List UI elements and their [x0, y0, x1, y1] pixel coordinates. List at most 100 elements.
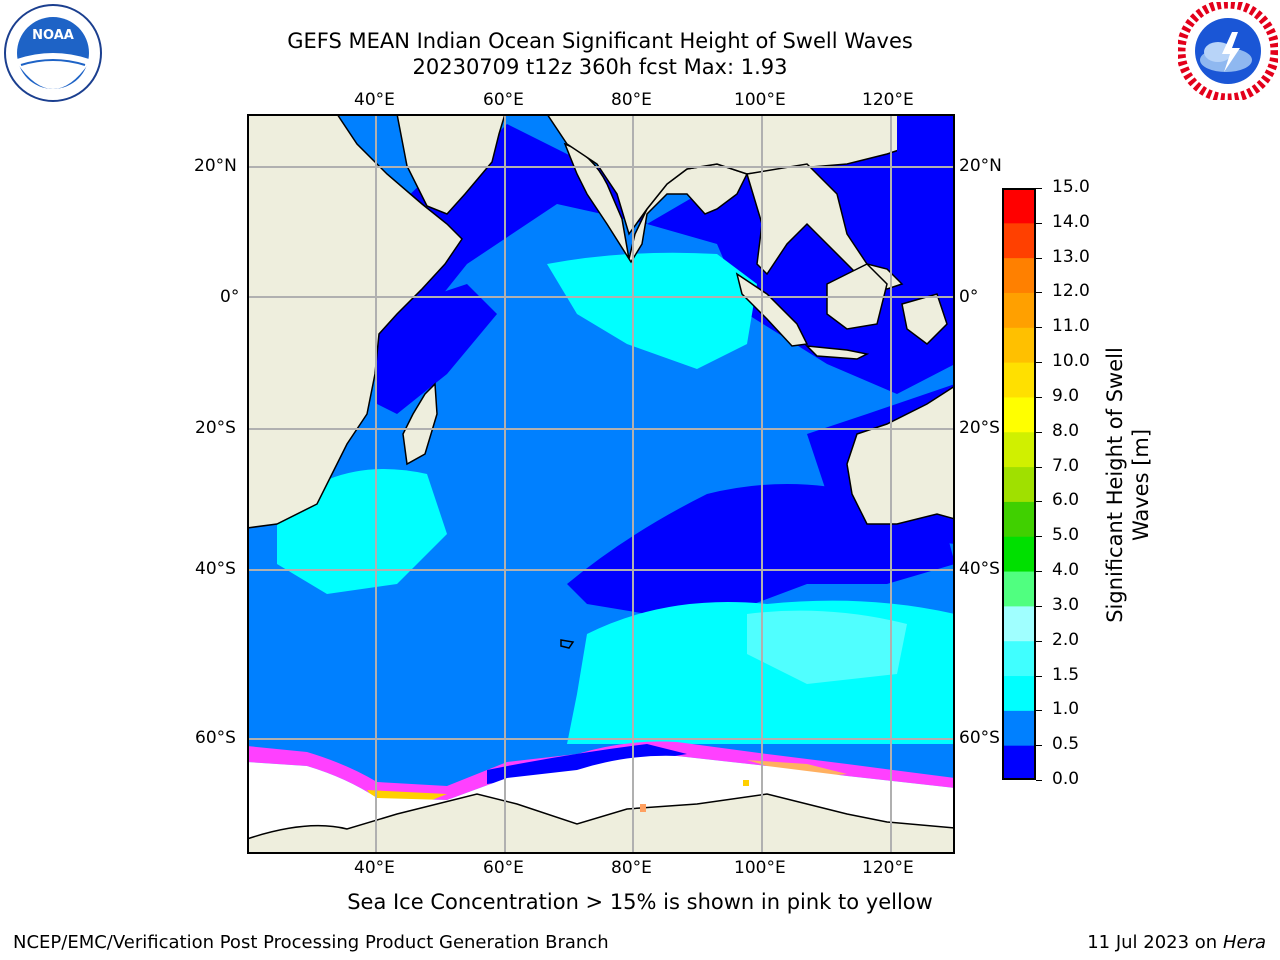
colorbar-tick-mark: [1036, 222, 1042, 224]
java-land: [804, 345, 870, 360]
colorbar-tick-label: 8.0: [1052, 420, 1080, 441]
colorbar-tick-mark: [1036, 745, 1042, 747]
lon-label-bottom-80e: 80°E: [611, 858, 652, 878]
lon-label-top-120e: 120°E: [862, 90, 914, 110]
title-line-1: GEFS MEAN Indian Ocean Significant Heigh…: [287, 29, 913, 53]
colorbar-tick-mark: [1036, 780, 1042, 781]
svg-text:NOAA: NOAA: [32, 28, 74, 43]
colorbar-tick-label: 11.0: [1052, 316, 1090, 337]
colorbar-swatch: [1002, 188, 1036, 224]
map-canvas: [247, 114, 955, 854]
colorbar-tick-mark: [1036, 501, 1042, 503]
colorbar-tick-label: 4.0: [1052, 560, 1080, 581]
colorbar-swatch: [1002, 257, 1036, 293]
lon-label-top-80e: 80°E: [611, 90, 652, 110]
colorbar-swatches: [1002, 188, 1036, 781]
colorbar-tick-label: 2.0: [1052, 629, 1080, 650]
swell-low-east-coast: [377, 284, 497, 414]
graticule: [247, 114, 955, 854]
footer-date: 11 Jul 2023 on Hera: [1087, 932, 1266, 953]
colorbar-swatch: [1002, 710, 1036, 746]
lat-label-right-20s: 20°S: [959, 418, 1000, 438]
colorbar-tick-mark: [1036, 536, 1042, 538]
colorbar-tick-label: 0.5: [1052, 734, 1080, 755]
africa-land: [247, 114, 463, 529]
sea-ice-band: [247, 741, 955, 800]
lat-label-right-40s: 40°S: [959, 559, 1000, 579]
colorbar-swatch: [1002, 501, 1036, 537]
antarctica-land: [247, 793, 955, 854]
swell-high-equator: [547, 252, 757, 369]
colorbar-label-line-1: Significant Height of Swell: [1103, 347, 1127, 623]
colorbar-swatch: [1002, 466, 1036, 502]
colorbar-tick-mark: [1036, 327, 1042, 329]
colorbar-tick-label: 13.0: [1052, 246, 1090, 267]
lat-label-left-60s: 60°S: [195, 728, 236, 748]
colorbar-tick-mark: [1036, 292, 1042, 294]
colorbar-tick-mark: [1036, 466, 1042, 468]
swell-high-south-east-light: [747, 610, 907, 684]
colorbar-swatch: [1002, 362, 1036, 398]
footer-date-text: 11 Jul 2023 on: [1087, 932, 1223, 953]
colorbar-tick-mark: [1036, 710, 1042, 712]
chart-title: GEFS MEAN Indian Ocean Significant Heigh…: [0, 28, 1200, 80]
colorbar-tick-mark: [1036, 605, 1042, 607]
colorbar-swatch: [1002, 745, 1036, 781]
sumatra-land: [735, 272, 809, 347]
lat-label-left-20s: 20°S: [195, 418, 236, 438]
colorbar-tick-label: 1.5: [1052, 664, 1080, 685]
colorbar-tick-label: 6.0: [1052, 490, 1080, 511]
colorbar-label-line-2: Waves [m]: [1129, 428, 1153, 542]
colorbar-swatch: [1002, 571, 1036, 607]
colorbar-swatch: [1002, 536, 1036, 572]
lat-label-left-40s: 40°S: [195, 559, 236, 579]
colorbar-tick-label: 3.0: [1052, 594, 1080, 615]
map-panel: [247, 114, 955, 854]
lon-label-top-100e: 100°E: [734, 90, 786, 110]
colorbar: [1002, 188, 1036, 781]
sea-ice-note: Sea Ice Concentration > 15% is shown in …: [347, 890, 933, 914]
lat-label-left-20n: 20°N: [194, 156, 237, 176]
lat-label-right-60s: 60°S: [959, 728, 1000, 748]
colorbar-tick-label: 14.0: [1052, 211, 1090, 232]
colorbar-tick-mark: [1036, 396, 1042, 398]
lon-label-bottom-60e: 60°E: [483, 858, 524, 878]
colorbar-tick-label: 12.0: [1052, 281, 1090, 302]
colorbar-swatch: [1002, 605, 1036, 642]
lat-label-right-20n: 20°N: [959, 156, 1002, 176]
australia-land: [846, 385, 955, 525]
colorbar-tick-label: 10.0: [1052, 351, 1090, 372]
colorbar-swatch: [1002, 640, 1036, 677]
arabia-land: [396, 114, 506, 215]
lon-label-bottom-120e: 120°E: [862, 858, 914, 878]
lat-label-left-0: 0°: [220, 287, 240, 307]
colorbar-tick-label: 7.0: [1052, 455, 1080, 476]
colorbar-tick-label: 0.0: [1052, 769, 1080, 789]
colorbar-swatch: [1002, 675, 1036, 711]
colorbar-swatch: [1002, 396, 1036, 433]
lon-label-bottom-100e: 100°E: [734, 858, 786, 878]
title-line-2: 20230709 t12z 360h fcst Max: 1.93: [412, 55, 788, 79]
colorbar-tick-label: 1.0: [1052, 699, 1080, 720]
footer-producer: NCEP/EMC/Verification Post Processing Pr…: [13, 932, 609, 953]
colorbar-tick-mark: [1036, 362, 1042, 364]
colorbar-tick-mark: [1036, 675, 1042, 677]
colorbar-tick-label: 15.0: [1052, 177, 1090, 197]
lat-label-right-0: 0°: [959, 287, 979, 307]
footer-host: Hera: [1222, 932, 1266, 953]
colorbar-tick-label: 5.0: [1052, 525, 1080, 546]
madagascar-land: [402, 382, 438, 466]
colorbar-swatch: [1002, 292, 1036, 328]
colorbar-tick-mark: [1036, 571, 1042, 573]
colorbar-tick-mark: [1036, 431, 1042, 433]
colorbar-swatch: [1002, 431, 1036, 468]
lon-label-top-60e: 60°E: [483, 90, 524, 110]
colorbar-tick-mark: [1036, 188, 1042, 189]
kerguelen-island: [560, 639, 575, 649]
lon-label-bottom-40e: 40°E: [354, 858, 395, 878]
nws-logo: [1176, 0, 1280, 103]
colorbar-tick-mark: [1036, 640, 1042, 642]
colorbar-swatch: [1002, 327, 1036, 363]
colorbar-swatch: [1002, 222, 1036, 259]
colorbar-tick-mark: [1036, 257, 1042, 259]
